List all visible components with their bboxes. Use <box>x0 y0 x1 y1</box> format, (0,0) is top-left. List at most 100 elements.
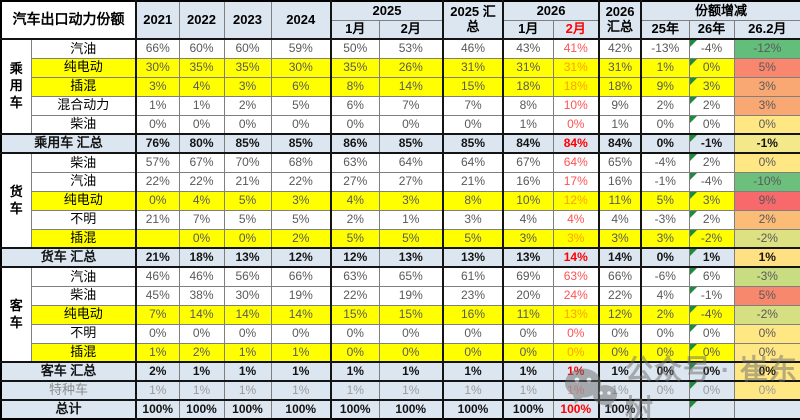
comment-triangle-icon <box>690 325 697 332</box>
value-cell: 1% <box>330 380 380 401</box>
value-cell: 21% <box>135 209 180 230</box>
value-cell: 6% <box>270 76 332 97</box>
value-cell: 84% <box>552 133 600 154</box>
value-cell: 13% <box>502 247 554 268</box>
value-cell: 67% <box>178 152 225 173</box>
value-cell: -4% <box>688 304 735 325</box>
value-cell: 100% <box>378 399 444 420</box>
table-row: 不明 0% 0% 0% 0% 0% 0% 0% 0% 0% 0% 0% 0% 0% <box>1 323 800 344</box>
value-cell: 1% <box>135 342 180 363</box>
value-cell: 100% <box>223 399 272 420</box>
value-cell: 42% <box>598 38 642 59</box>
comment-triangle-icon <box>690 192 697 199</box>
fuel-label: 汽油 <box>30 266 137 287</box>
value-cell: 53% <box>378 38 444 59</box>
value-cell: 1% <box>178 95 225 116</box>
value-cell: 4% <box>598 209 642 230</box>
table-row: 不明 21% 7% 5% 5% 2% 1% 3% 4% 4% 4% -3% 2% 2% <box>1 209 800 230</box>
table-row: 纯电动 0% 4% 5% 3% 4% 3% 8% 10% 12% 11% 5% 3% 9% <box>1 190 800 211</box>
comment-triangle-icon <box>690 364 697 370</box>
table-row: 纯电动 30% 35% 35% 30% 35% 26% 31% 31% 31% 31% 1% 0% 5% <box>1 57 800 78</box>
value-cell: 0% <box>552 342 600 363</box>
fuel-label: 柴油 <box>30 152 137 173</box>
value-cell: 3% <box>378 190 444 211</box>
value-cell: 0% <box>688 380 735 401</box>
value-cell: 26% <box>378 57 444 78</box>
value-cell: 100% <box>442 399 504 420</box>
value-cell: 64% <box>442 152 504 173</box>
value-cell: 4% <box>178 76 225 97</box>
value-cell: 3% <box>733 76 800 97</box>
value-cell: 56% <box>223 266 272 287</box>
value-cell: 5% <box>270 95 332 116</box>
value-cell: 22% <box>330 285 380 306</box>
value-cell: -12% <box>733 38 800 59</box>
value-cell: 9% <box>733 190 800 211</box>
table-row: 客车 汇总 2% 1% 1% 1% 1% 1% 1% 1% 1% 1% 0% 0% 0% <box>0 361 800 382</box>
value-cell: 60% <box>178 38 225 59</box>
col-header-delta-262: 26.2月 <box>733 19 800 40</box>
value-cell: 0% <box>270 323 332 344</box>
value-cell: 31% <box>442 57 504 78</box>
value-cell: 16% <box>598 171 642 192</box>
value-cell: 0% <box>640 114 690 135</box>
fuel-label: 汽油 <box>30 171 137 192</box>
value-cell: 66% <box>135 38 180 59</box>
value-cell: 13% <box>552 304 600 325</box>
value-cell: 0% <box>330 114 380 135</box>
value-cell: 0% <box>640 247 690 268</box>
value-cell: 12% <box>552 190 600 211</box>
value-cell: 12% <box>270 247 332 268</box>
comment-triangle-icon <box>690 78 697 85</box>
value-cell: 84% <box>502 133 554 154</box>
value-cell: 31% <box>598 57 642 78</box>
table-row: 货 车柴油 57% 67% 70% 68% 63% 64% 64% 67% 64% 65% -4% 2%… <box>0 152 800 249</box>
group-label: 乘 用 车 <box>0 38 32 135</box>
value-cell: 0% <box>688 361 735 382</box>
value-cell: 0% <box>442 114 504 135</box>
value-cell: 1% <box>178 380 225 401</box>
value-cell: 100% <box>502 399 554 420</box>
table-row: 插混 3% 4% 3% 6% 8% 14% 15% 18% 18% 18% 9% 3% 3% <box>1 76 800 97</box>
value-cell: 0% <box>223 228 272 249</box>
value-cell: 5% <box>640 190 690 211</box>
value-cell: 5% <box>223 209 272 230</box>
value-cell: 38% <box>178 285 225 306</box>
value-cell: 0% <box>330 323 380 344</box>
value-cell: 16% <box>442 304 504 325</box>
value-cell: 14% <box>270 304 332 325</box>
table-body: 乘 用 车汽油 66% 60% 60% 59% 50% 53% 46% 43% 41% 42% -13… <box>0 38 800 420</box>
value-cell: 8% <box>502 95 554 116</box>
value-cell: 4% <box>640 285 690 306</box>
value-cell: 0% <box>442 323 504 344</box>
value-cell: 8% <box>442 190 504 211</box>
value-cell: 1% <box>270 380 332 401</box>
value-cell: 65% <box>378 266 444 287</box>
value-cell: 50% <box>330 38 380 59</box>
fuel-label: 纯电动 <box>30 304 137 325</box>
col-header-year-2022: 2022 <box>178 0 225 40</box>
value-cell: 1% <box>598 114 642 135</box>
value-cell: 1% <box>135 380 180 401</box>
value-cell: 1% <box>733 247 800 268</box>
value-cell: 1% <box>502 361 554 382</box>
fuel-label: 不明 <box>30 209 137 230</box>
fuel-label: 柴油 <box>30 114 137 135</box>
table-row: 汽油 22% 22% 21% 22% 27% 27% 21% 16% 17% 16% -1% -4% -1… <box>1 171 800 192</box>
value-cell: 63% <box>552 266 600 287</box>
value-cell: -3% <box>640 209 690 230</box>
col-header-2025-sum: 2025 汇总 <box>442 0 504 40</box>
table-title: 汽车出口动力份额 <box>0 0 137 40</box>
value-cell: 2% <box>330 209 380 230</box>
value-cell: 2% <box>270 228 332 249</box>
comment-triangle-icon <box>690 382 697 389</box>
value-cell: 64% <box>552 152 600 173</box>
value-cell: 2% <box>688 95 735 116</box>
comment-triangle-icon <box>690 402 697 408</box>
value-cell: 2% <box>688 152 735 173</box>
value-cell: 18% <box>598 76 642 97</box>
value-cell: 0% <box>378 342 444 363</box>
value-cell: 0% <box>178 228 225 249</box>
value-cell: 15% <box>442 76 504 97</box>
